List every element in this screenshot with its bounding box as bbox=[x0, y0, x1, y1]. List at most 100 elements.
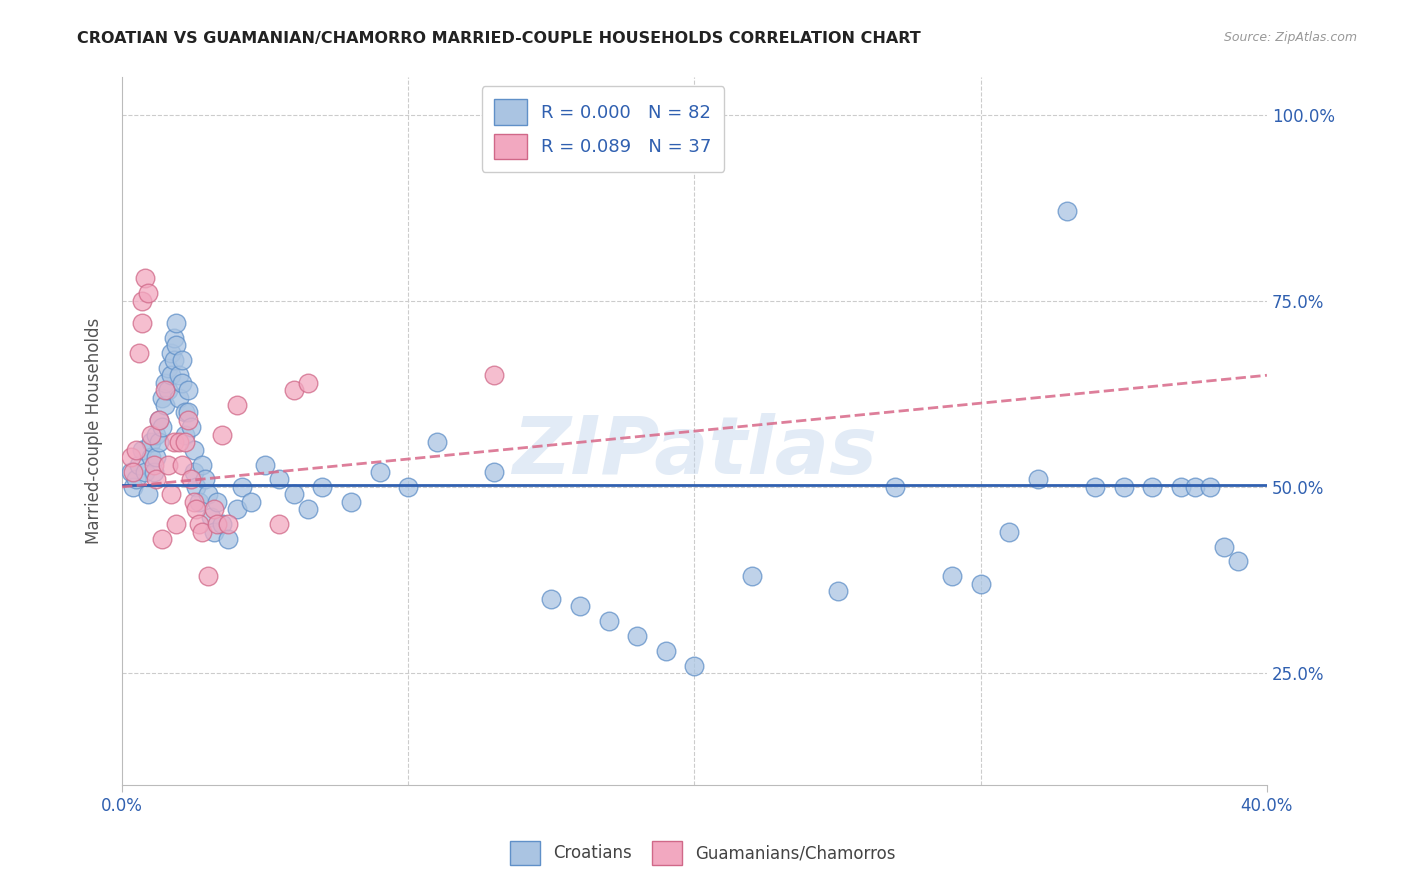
Point bbox=[205, 495, 228, 509]
Point bbox=[156, 383, 179, 397]
Point bbox=[741, 569, 763, 583]
Text: ZIPatlas: ZIPatlas bbox=[512, 413, 877, 491]
Point bbox=[683, 658, 706, 673]
Point bbox=[970, 576, 993, 591]
Point bbox=[194, 473, 217, 487]
Point bbox=[139, 450, 162, 465]
Point bbox=[148, 413, 170, 427]
Point bbox=[183, 495, 205, 509]
Point bbox=[482, 368, 505, 383]
Point bbox=[205, 517, 228, 532]
Point bbox=[177, 383, 200, 397]
Point bbox=[139, 435, 162, 450]
Point bbox=[191, 458, 214, 472]
Point bbox=[254, 458, 277, 472]
Point bbox=[128, 458, 150, 472]
Point bbox=[142, 465, 165, 479]
Point bbox=[883, 480, 905, 494]
Point bbox=[188, 517, 211, 532]
Point bbox=[125, 442, 148, 457]
Point bbox=[183, 442, 205, 457]
Point bbox=[159, 368, 181, 383]
Point bbox=[998, 524, 1021, 539]
Point bbox=[153, 376, 176, 390]
Point bbox=[177, 405, 200, 419]
Point bbox=[202, 524, 225, 539]
Point bbox=[150, 420, 173, 434]
Point bbox=[128, 346, 150, 360]
Point bbox=[540, 591, 562, 606]
Point bbox=[202, 502, 225, 516]
Point bbox=[136, 487, 159, 501]
Point bbox=[131, 293, 153, 308]
Point bbox=[165, 338, 187, 352]
Point bbox=[169, 368, 191, 383]
Point bbox=[122, 465, 145, 479]
Point bbox=[120, 450, 142, 465]
Point bbox=[131, 442, 153, 457]
Point bbox=[183, 465, 205, 479]
Point bbox=[148, 435, 170, 450]
Point bbox=[1227, 554, 1250, 568]
Point bbox=[598, 614, 620, 628]
Point bbox=[211, 427, 233, 442]
Point bbox=[165, 316, 187, 330]
Point bbox=[165, 517, 187, 532]
Point bbox=[626, 629, 648, 643]
Point bbox=[217, 517, 239, 532]
Y-axis label: Married-couple Households: Married-couple Households bbox=[86, 318, 103, 544]
Point bbox=[180, 473, 202, 487]
Point bbox=[134, 271, 156, 285]
Point bbox=[186, 502, 208, 516]
Point bbox=[1184, 480, 1206, 494]
Point bbox=[145, 427, 167, 442]
Point bbox=[172, 376, 194, 390]
Point bbox=[180, 420, 202, 434]
Point bbox=[159, 487, 181, 501]
Text: CROATIAN VS GUAMANIAN/CHAMORRO MARRIED-COUPLE HOUSEHOLDS CORRELATION CHART: CROATIAN VS GUAMANIAN/CHAMORRO MARRIED-C… bbox=[77, 31, 921, 46]
Text: Source: ZipAtlas.com: Source: ZipAtlas.com bbox=[1223, 31, 1357, 45]
Point bbox=[125, 473, 148, 487]
Point bbox=[200, 509, 222, 524]
Point bbox=[177, 413, 200, 427]
Point bbox=[1213, 540, 1236, 554]
Point bbox=[1026, 473, 1049, 487]
Point bbox=[131, 316, 153, 330]
Point bbox=[269, 517, 291, 532]
Legend: Croatians, Guamanians/Chamorros: Croatians, Guamanians/Chamorros bbox=[502, 833, 904, 873]
Point bbox=[174, 405, 197, 419]
Point bbox=[169, 435, 191, 450]
Point bbox=[269, 473, 291, 487]
Point bbox=[225, 502, 247, 516]
Point bbox=[482, 465, 505, 479]
Point bbox=[162, 353, 184, 368]
Point bbox=[211, 517, 233, 532]
Point bbox=[191, 524, 214, 539]
Point bbox=[231, 480, 253, 494]
Point bbox=[136, 286, 159, 301]
Point bbox=[1084, 480, 1107, 494]
Point bbox=[139, 427, 162, 442]
Point bbox=[396, 480, 419, 494]
Point bbox=[174, 435, 197, 450]
Point bbox=[340, 495, 363, 509]
Point bbox=[1142, 480, 1164, 494]
Point bbox=[311, 480, 333, 494]
Point bbox=[368, 465, 391, 479]
Point bbox=[150, 532, 173, 546]
Point bbox=[197, 487, 219, 501]
Point bbox=[297, 376, 319, 390]
Point bbox=[169, 391, 191, 405]
Point bbox=[197, 569, 219, 583]
Point bbox=[142, 458, 165, 472]
Point bbox=[156, 360, 179, 375]
Point bbox=[162, 331, 184, 345]
Point bbox=[134, 465, 156, 479]
Point bbox=[153, 383, 176, 397]
Point bbox=[1198, 480, 1220, 494]
Point bbox=[148, 413, 170, 427]
Point bbox=[153, 398, 176, 412]
Point bbox=[297, 502, 319, 516]
Point bbox=[569, 599, 592, 613]
Point bbox=[827, 584, 849, 599]
